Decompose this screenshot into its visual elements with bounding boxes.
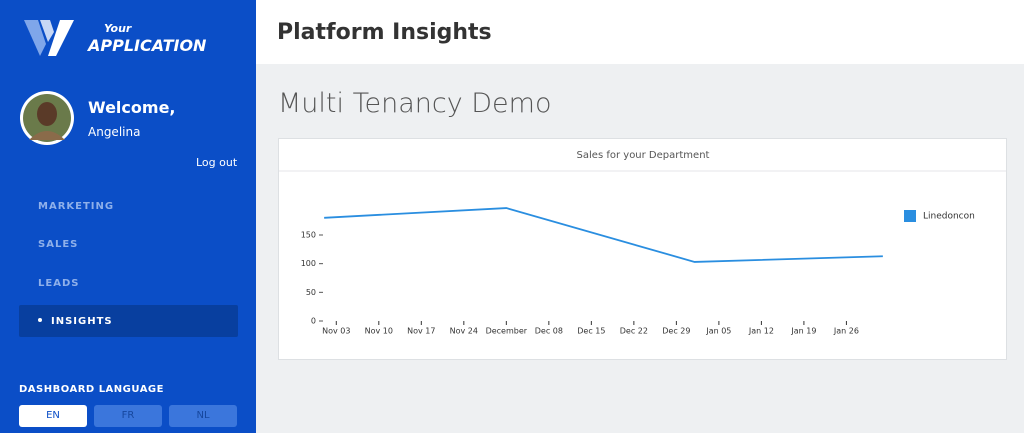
nav-bullet — [38, 318, 42, 322]
x-tick-label: Nov 03 — [322, 327, 350, 336]
nav-item[interactable]: SALES — [38, 239, 79, 250]
language-button[interactable]: EN — [19, 405, 87, 427]
nav-item[interactable]: MARKETING — [38, 201, 115, 212]
x-tick-label: Nov 17 — [407, 327, 435, 336]
x-tick-label: December — [486, 327, 528, 336]
line — [324, 207, 883, 263]
user-name: Angelina — [88, 125, 141, 139]
language-button[interactable]: NL — [169, 405, 237, 427]
legend-swatch — [904, 210, 916, 222]
avatar — [20, 91, 74, 145]
logout[interactable]: Log out — [196, 156, 238, 169]
y-tick-label: 0 — [311, 317, 316, 326]
x-tick-label: Nov 10 — [365, 327, 393, 336]
nav-item[interactable]: LEADS — [38, 278, 80, 289]
chart-card: Sales for your Department 0 50 100 150 Nov 0… — [278, 138, 1007, 360]
header-title: Platform Insights — [277, 20, 492, 45]
welcome: Welcome, — [88, 98, 176, 117]
nav-active-bg — [19, 305, 238, 337]
x-tick-label: Dec 22 — [620, 327, 648, 336]
x-tick-label: Dec 29 — [662, 327, 690, 336]
chart-title: Sales for your Department — [577, 150, 710, 161]
chart: Sales for your Department 0 50 100 150 Nov 0… — [279, 150, 1006, 336]
legend-label: Linedoncon — [923, 212, 975, 222]
nav-item[interactable]: INSIGHTS — [51, 316, 113, 327]
y-tick-label: 150 — [301, 231, 316, 240]
x-tick-label: Jan 26 — [833, 327, 859, 336]
logo-icon — [24, 20, 74, 56]
y-tick-label: 100 — [301, 259, 316, 268]
logo-text: Your — [104, 22, 132, 35]
page-title: Multi Tenancy Demo — [278, 88, 552, 119]
x-tick-label: Dec 08 — [535, 327, 563, 336]
sidebar: Your APPLICATION Welcome, Angelina Log o… — [0, 0, 256, 433]
header — [256, 0, 1024, 64]
x-tick-label: Dec 15 — [577, 327, 605, 336]
logo-text: APPLICATION — [88, 36, 207, 55]
x-tick-label: Jan 05 — [705, 327, 731, 336]
x-tick-label: Jan 12 — [748, 327, 774, 336]
language-title: DASHBOARD LANGUAGE — [19, 384, 164, 395]
language-button[interactable]: FR — [94, 405, 162, 427]
y-tick-label: 50 — [306, 288, 316, 297]
x-tick-label: Jan 19 — [790, 327, 816, 336]
x-tick-label: Nov 24 — [450, 327, 478, 336]
